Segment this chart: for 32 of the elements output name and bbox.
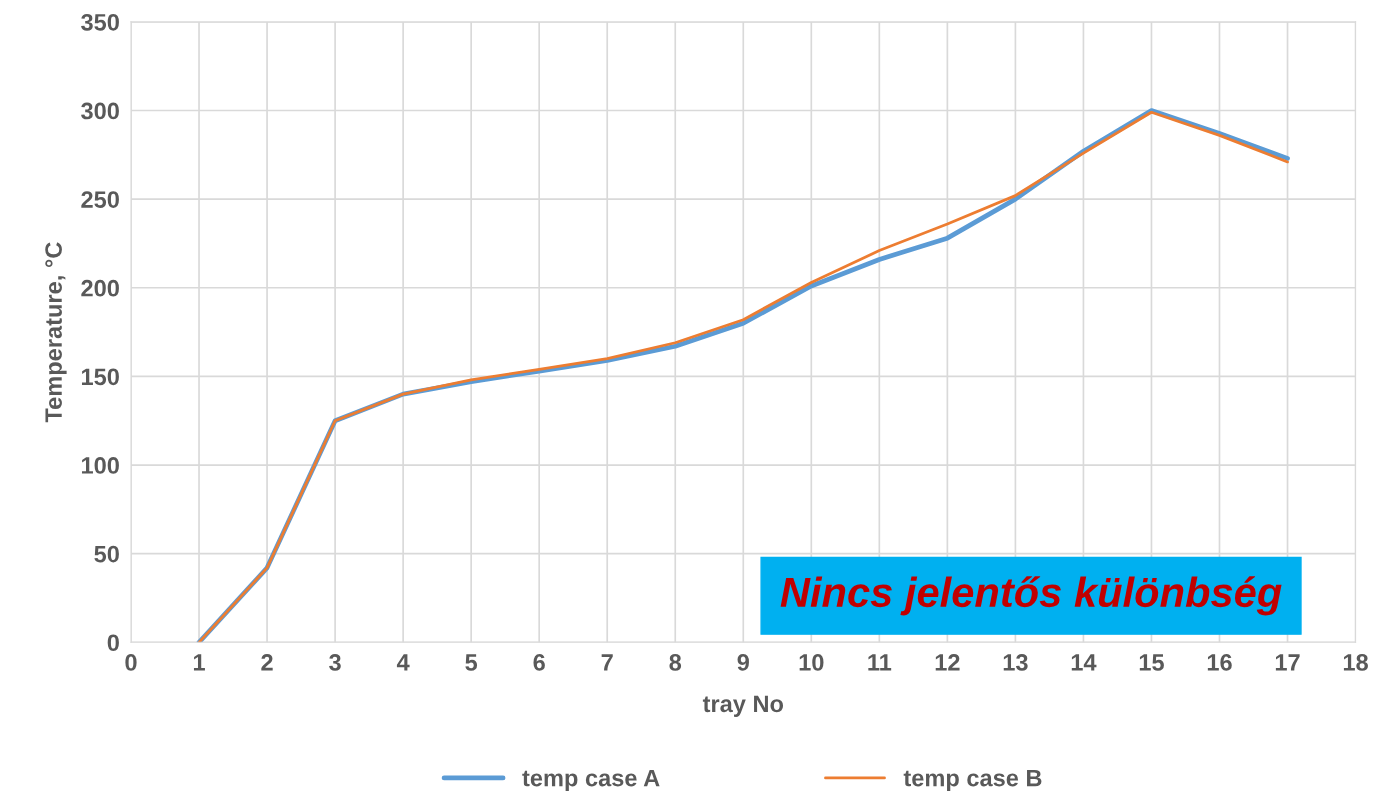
x-tick-label: 13 [1003, 654, 1028, 671]
y-tick-label: 50 [94, 545, 119, 563]
x-tick-label: 16 [1207, 654, 1232, 671]
y-tick-label: 0 [107, 634, 119, 652]
x-tick-label: 5 [465, 654, 478, 671]
y-tick-label: 350 [81, 13, 119, 31]
legend-label: temp case B [903, 769, 1042, 792]
x-tick-label: 14 [1071, 654, 1097, 671]
x-tick-label: 4 [396, 654, 410, 671]
y-tick-label: 250 [81, 191, 119, 208]
annotation: Nincs jelentős különbség [780, 576, 1282, 616]
x-tick-label: 10 [799, 654, 824, 671]
x-tick-label: 6 [533, 654, 545, 671]
y-tick-label: 150 [81, 368, 119, 386]
x-tick-label: 18 [1343, 654, 1368, 671]
y-axis-title: Temperature, °C [45, 242, 67, 423]
x-tick-label: 9 [737, 654, 749, 671]
x-tick-label: 3 [329, 654, 341, 671]
legend-label: temp case A [522, 769, 660, 792]
x-axis-title: tray No [702, 695, 784, 717]
x-tick-label: 8 [669, 654, 682, 671]
y-tick-label: 300 [81, 102, 119, 120]
x-tick-label: 15 [1139, 654, 1164, 671]
x-tick-label: 2 [261, 654, 273, 671]
x-tick-label: 1 [193, 654, 205, 671]
x-tick-label: 7 [601, 654, 613, 671]
x-tick-label: 0 [125, 654, 137, 671]
y-tick-label: 100 [81, 457, 119, 474]
x-tick-label: 17 [1275, 654, 1300, 671]
x-tick-label: 11 [868, 654, 892, 671]
y-tick-label: 200 [81, 279, 119, 297]
x-tick-label: 12 [935, 654, 960, 671]
